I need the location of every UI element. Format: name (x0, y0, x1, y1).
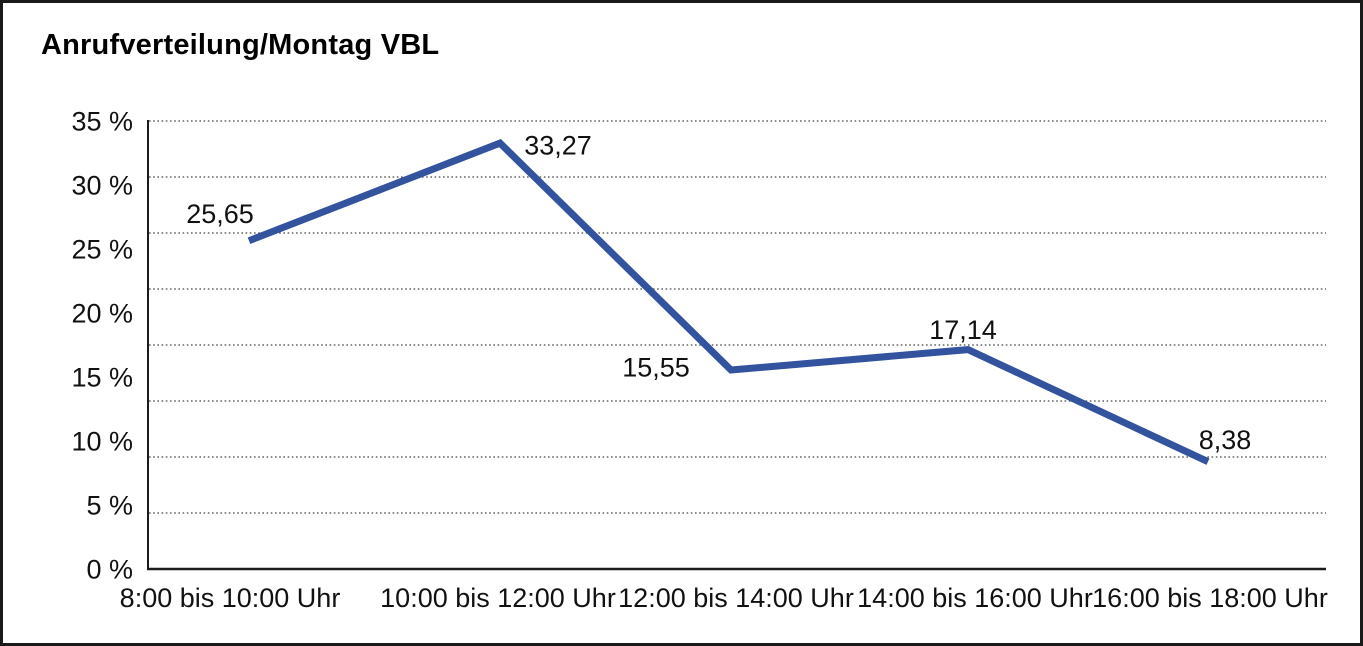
x-axis-category-label: 16:00 bis 18:00 Uhr (1092, 583, 1328, 613)
data-point-label: 25,65 (186, 199, 254, 229)
data-point-label: 8,38 (1199, 425, 1252, 455)
chart-title: Anrufverteilung/Montag VBL (41, 29, 440, 61)
y-axis-tick-label: 10 % (71, 426, 133, 456)
data-point-label: 17,14 (929, 315, 997, 345)
y-axis-tick-label: 30 % (71, 170, 133, 200)
data-point-label: 15,55 (622, 352, 690, 382)
x-axis-category-label: 14:00 bis 16:00 Uhr (857, 583, 1093, 613)
y-axis-tick-label: 5 % (86, 490, 133, 520)
x-axis-category-label: 12:00 bis 14:00 Uhr (618, 583, 854, 613)
x-axis-category-label: 8:00 bis 10:00 Uhr (120, 583, 341, 613)
data-point-label: 33,27 (524, 131, 592, 161)
y-axis-tick-label: 35 % (71, 106, 133, 136)
y-axis-tick-label: 25 % (71, 234, 133, 264)
data-series-line (247, 139, 1210, 465)
y-axis-tick-label: 0 % (86, 554, 133, 584)
line-chart-canvas: 35 % 30 % 25 % 20 % 15 % 10 % 5 % 0 %8:00 bis 1… (71, 106, 1328, 613)
y-axis-tick-label: 20 % (71, 298, 133, 328)
x-axis-category-label: 10:00 bis 12:00 Uhr (380, 583, 616, 613)
y-axis-tick-label: 15 % (71, 362, 133, 392)
